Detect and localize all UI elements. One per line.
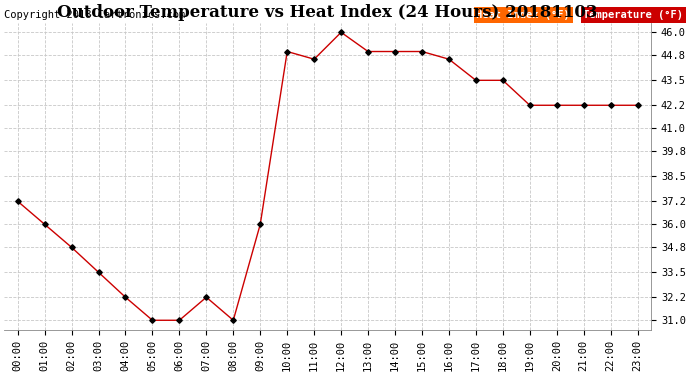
Text: Heat Index (°F): Heat Index (°F) — [476, 10, 570, 20]
Text: Copyright 2018 Cartronics.com: Copyright 2018 Cartronics.com — [4, 10, 186, 20]
Title: Outdoor Temperature vs Heat Index (24 Hours) 20181103: Outdoor Temperature vs Heat Index (24 Ho… — [57, 4, 598, 21]
Text: Temperature (°F): Temperature (°F) — [583, 10, 683, 20]
